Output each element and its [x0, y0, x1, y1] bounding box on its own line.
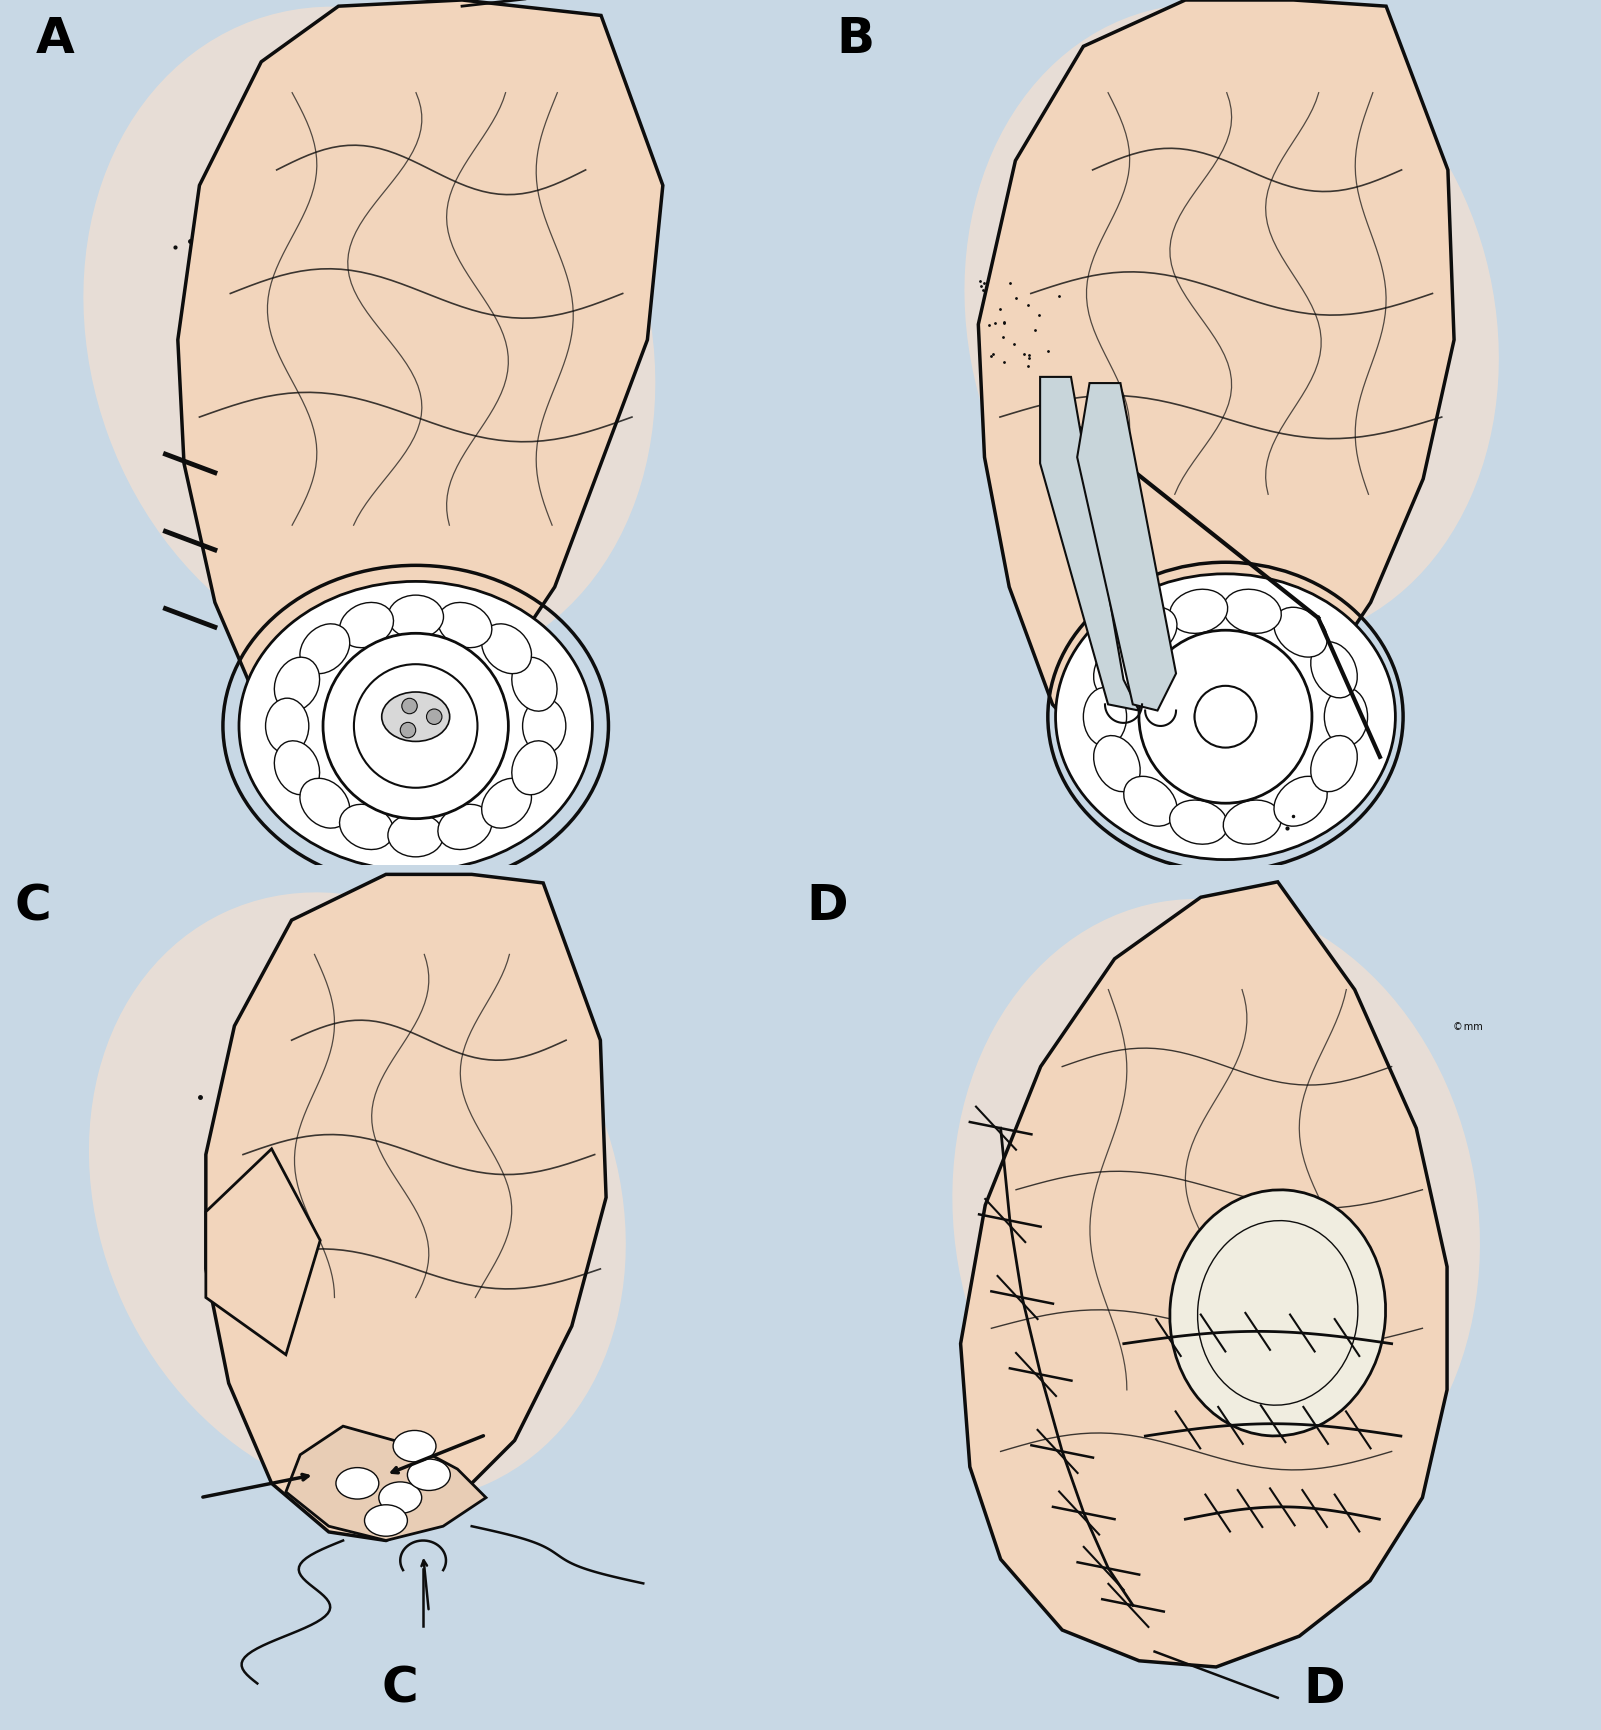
Polygon shape: [178, 0, 663, 798]
Ellipse shape: [1311, 735, 1358, 792]
Ellipse shape: [1093, 735, 1140, 792]
Ellipse shape: [339, 804, 394, 849]
Ellipse shape: [1311, 642, 1358, 697]
Ellipse shape: [365, 1505, 407, 1536]
Ellipse shape: [379, 1483, 421, 1514]
Ellipse shape: [394, 1431, 435, 1462]
Ellipse shape: [482, 778, 532, 829]
Ellipse shape: [1170, 1190, 1385, 1436]
Ellipse shape: [266, 699, 309, 754]
Ellipse shape: [90, 893, 626, 1502]
Text: D: D: [1303, 1666, 1345, 1713]
Ellipse shape: [1124, 777, 1177, 827]
Ellipse shape: [1324, 687, 1367, 746]
Polygon shape: [1041, 377, 1138, 711]
Polygon shape: [961, 882, 1447, 1668]
Ellipse shape: [1274, 607, 1327, 657]
Circle shape: [354, 664, 477, 787]
Text: C: C: [383, 1664, 418, 1713]
Polygon shape: [1077, 382, 1177, 711]
Ellipse shape: [1093, 642, 1140, 697]
Ellipse shape: [407, 1458, 450, 1491]
Ellipse shape: [339, 602, 394, 647]
Ellipse shape: [381, 692, 450, 742]
Ellipse shape: [239, 581, 592, 870]
Ellipse shape: [387, 595, 443, 638]
Ellipse shape: [1194, 692, 1257, 742]
Ellipse shape: [1170, 590, 1228, 633]
Ellipse shape: [512, 740, 557, 794]
Text: C: C: [14, 882, 51, 931]
Ellipse shape: [1124, 607, 1177, 657]
Ellipse shape: [1055, 574, 1396, 860]
Circle shape: [1138, 630, 1311, 803]
Ellipse shape: [522, 699, 565, 754]
Text: A: A: [35, 16, 75, 64]
Ellipse shape: [1223, 590, 1281, 633]
Ellipse shape: [439, 602, 492, 647]
Ellipse shape: [274, 657, 320, 711]
Ellipse shape: [512, 657, 557, 711]
Ellipse shape: [387, 813, 443, 856]
Polygon shape: [978, 0, 1454, 798]
Ellipse shape: [953, 900, 1479, 1541]
Ellipse shape: [964, 3, 1499, 645]
Ellipse shape: [482, 625, 532, 673]
Ellipse shape: [439, 804, 492, 849]
Ellipse shape: [1084, 687, 1127, 746]
Ellipse shape: [299, 625, 349, 673]
Circle shape: [323, 633, 509, 818]
Ellipse shape: [299, 778, 349, 829]
Circle shape: [426, 709, 442, 725]
Ellipse shape: [1170, 799, 1228, 844]
Circle shape: [1194, 685, 1257, 747]
Text: D: D: [807, 882, 849, 929]
Ellipse shape: [83, 7, 655, 673]
Ellipse shape: [336, 1467, 379, 1500]
Polygon shape: [287, 1426, 487, 1540]
Text: © mm: © mm: [1454, 1021, 1483, 1031]
Circle shape: [400, 723, 416, 737]
Ellipse shape: [274, 740, 320, 794]
Polygon shape: [207, 1149, 320, 1355]
Text: B: B: [836, 16, 874, 64]
Polygon shape: [207, 874, 607, 1540]
Ellipse shape: [1274, 777, 1327, 827]
Circle shape: [402, 699, 418, 714]
Ellipse shape: [1223, 799, 1281, 844]
